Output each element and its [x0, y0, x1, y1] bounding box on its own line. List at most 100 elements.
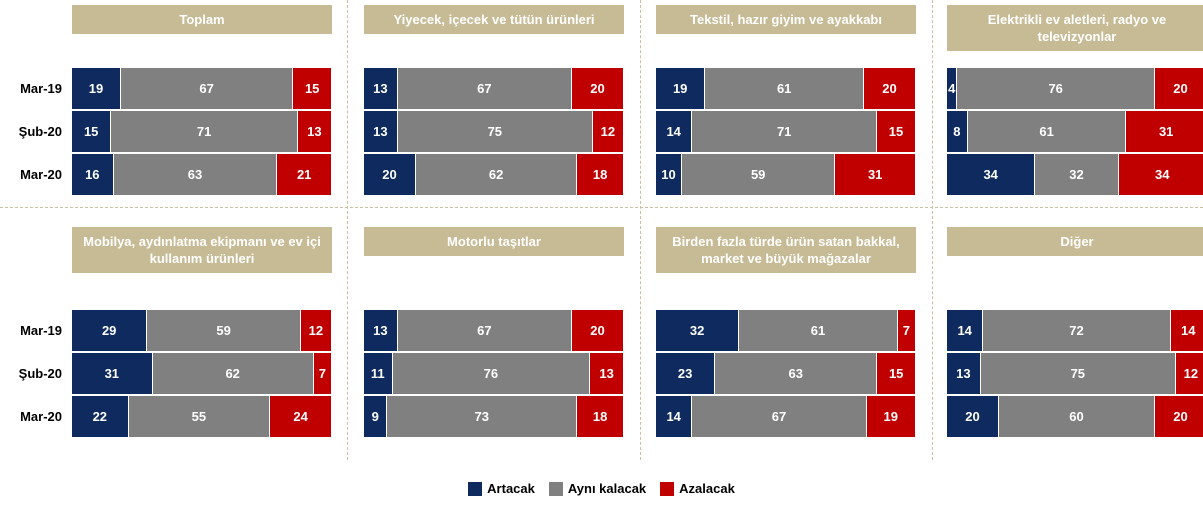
bar-segment: 21 — [277, 154, 332, 195]
bar-segment: 11 — [364, 353, 393, 394]
bar-segment: 13 — [297, 111, 332, 152]
data-label: 13 — [599, 366, 614, 381]
data-label: 34 — [983, 167, 998, 182]
data-label: 24 — [293, 409, 308, 424]
data-label: 72 — [1069, 323, 1084, 338]
data-label: 4 — [948, 81, 956, 96]
bar-segment: 20 — [863, 68, 916, 109]
legend-item: Azalacak — [660, 481, 735, 496]
stacked-bar: 31 62 7 — [72, 353, 332, 394]
stacked-bar: 20 60 20 — [947, 396, 1203, 437]
bar-segment: 13 — [590, 353, 624, 394]
data-label: 22 — [92, 409, 108, 424]
stacked-bar: 9 73 18 — [364, 396, 624, 437]
panel-title: Toplam — [72, 5, 332, 34]
stacked-bar: 15 71 13 — [72, 111, 332, 152]
data-label: 20 — [590, 323, 605, 338]
data-label: 20 — [590, 81, 605, 96]
bar-segment: 14 — [656, 396, 693, 437]
data-label: 76 — [1048, 81, 1063, 96]
bar-segment: 19 — [656, 68, 706, 109]
data-label: 12 — [600, 124, 616, 139]
data-label: 13 — [373, 323, 388, 338]
bar-segment: 75 — [397, 111, 593, 152]
panel-title: Birden fazla türde ürün satan bakkal, ma… — [656, 227, 916, 273]
data-label: 13 — [373, 124, 388, 139]
stacked-bar: 13 67 20 — [364, 68, 624, 109]
bar-segment: 67 — [692, 396, 867, 437]
data-label: 67 — [477, 81, 492, 96]
stacked-bar: 19 67 15 — [72, 68, 332, 109]
bar-segment: 71 — [692, 111, 877, 152]
bar-segment: 14 — [656, 111, 693, 152]
data-label: 19 — [883, 409, 898, 424]
bar-segment: 12 — [592, 111, 624, 152]
bar-segment: 24 — [270, 396, 332, 437]
data-label: 20 — [965, 409, 980, 424]
bar-segment: 31 — [835, 154, 916, 195]
data-label: 60 — [1069, 409, 1084, 424]
bar-segment: 63 — [113, 154, 278, 195]
category-label: Mar-20 — [20, 167, 62, 182]
bar-segment: 32 — [1035, 154, 1119, 195]
panel-title: Tekstil, hazır giyim ve ayakkabı — [656, 5, 916, 34]
data-label: 11 — [370, 366, 385, 381]
bar-segment: 12 — [300, 310, 332, 351]
data-label: 13 — [956, 366, 971, 381]
legend-swatch — [548, 481, 563, 496]
bar-segment: 19 — [72, 68, 121, 109]
bar-segment: 15 — [877, 353, 916, 394]
data-label: 18 — [592, 409, 608, 424]
panel-title: Yiyecek, içecek ve tütün ürünleri — [364, 5, 624, 34]
legend: Artacak Aynı kalacak Azalacak — [0, 481, 1203, 496]
data-label: 32 — [1069, 167, 1084, 182]
bar-segment: 18 — [577, 396, 624, 437]
data-label: 12 — [308, 323, 324, 338]
stacked-bar: 8 61 31 — [947, 111, 1203, 152]
bar-segment: 22 — [72, 396, 129, 437]
bar-segment: 10 — [656, 154, 682, 195]
stacked-bar: 34 32 34 — [947, 154, 1203, 195]
data-label: 62 — [488, 167, 504, 182]
bar-segment: 61 — [739, 310, 898, 351]
bar-segment: 8 — [947, 111, 968, 152]
data-label: 14 — [957, 323, 972, 338]
bar-segment: 13 — [364, 310, 398, 351]
bar-segment: 20 — [571, 310, 624, 351]
bar-segment: 20 — [1155, 396, 1203, 437]
data-label: 31 — [867, 167, 883, 182]
panel-title: Motorlu taşıtlar — [364, 227, 624, 256]
bar-segment: 71 — [111, 111, 298, 152]
data-label: 76 — [483, 366, 499, 381]
data-label: 20 — [382, 167, 397, 182]
data-label: 12 — [1183, 366, 1199, 381]
bar-segment: 20 — [1154, 68, 1203, 109]
bar-segment: 19 — [866, 396, 916, 437]
separator — [347, 0, 348, 460]
data-label: 20 — [1173, 409, 1188, 424]
data-label: 15 — [888, 366, 904, 381]
data-label: 71 — [196, 124, 212, 139]
bar-segment: 31 — [72, 353, 153, 394]
bar-segment: 62 — [152, 353, 314, 394]
bar-segment: 72 — [983, 310, 1171, 351]
data-label: 7 — [902, 323, 910, 338]
data-label: 8 — [953, 124, 961, 139]
bar-segment: 13 — [947, 353, 981, 394]
data-label: 67 — [771, 409, 787, 424]
bar-segment: 20 — [947, 396, 999, 437]
data-label: 15 — [83, 124, 99, 139]
data-label: 32 — [689, 323, 705, 338]
category-label: Şub-20 — [18, 366, 62, 381]
bar-segment: 76 — [392, 353, 591, 394]
data-label: 7 — [318, 366, 326, 381]
bar-segment: 7 — [897, 310, 916, 351]
data-label: 16 — [85, 167, 100, 182]
bar-segment: 14 — [947, 310, 984, 351]
bar-segment: 18 — [577, 154, 624, 195]
stacked-bar: 16 63 21 — [72, 154, 332, 195]
data-label: 29 — [101, 323, 117, 338]
data-label: 20 — [1173, 81, 1188, 96]
bar-segment: 14 — [1170, 310, 1203, 351]
